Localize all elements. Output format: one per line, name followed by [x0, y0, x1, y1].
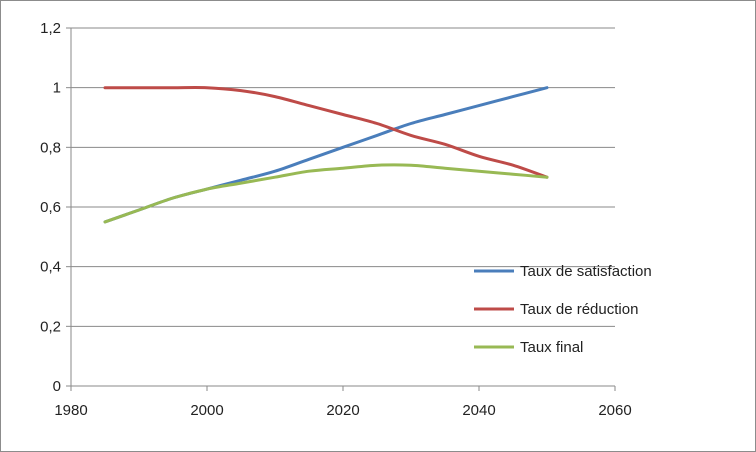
x-tick-label: 2000	[190, 402, 223, 419]
legend-label-0: Taux de satisfaction	[520, 263, 652, 280]
series-lines	[103, 85, 549, 224]
series-line-2	[103, 163, 549, 224]
y-tick-label: 1	[53, 80, 61, 97]
y-tick-label: 0,8	[40, 139, 61, 156]
y-tick-label: 0,2	[40, 318, 61, 335]
y-tick-label: 0	[53, 378, 61, 395]
x-tick-label: 2040	[462, 402, 495, 419]
y-tick-label: 0,4	[40, 259, 61, 276]
legend-label-2: Taux final	[520, 339, 583, 356]
series-line-1	[103, 85, 549, 179]
legend-label-1: Taux de réduction	[520, 301, 638, 318]
x-tick-label: 1980	[54, 402, 87, 419]
x-tick-label: 2020	[326, 402, 359, 419]
axes: 0 0,2 0,4 0,6 0,8 1 1,2 1980 2000 2020 2040 2060	[40, 20, 632, 419]
y-tick-label: 0,6	[40, 199, 61, 216]
y-tick-label: 1,2	[40, 20, 61, 37]
legend: Taux de satisfaction Taux de réduction Tau…	[474, 263, 652, 356]
series-line-0	[103, 86, 549, 224]
x-tick-label: 2060	[598, 402, 631, 419]
